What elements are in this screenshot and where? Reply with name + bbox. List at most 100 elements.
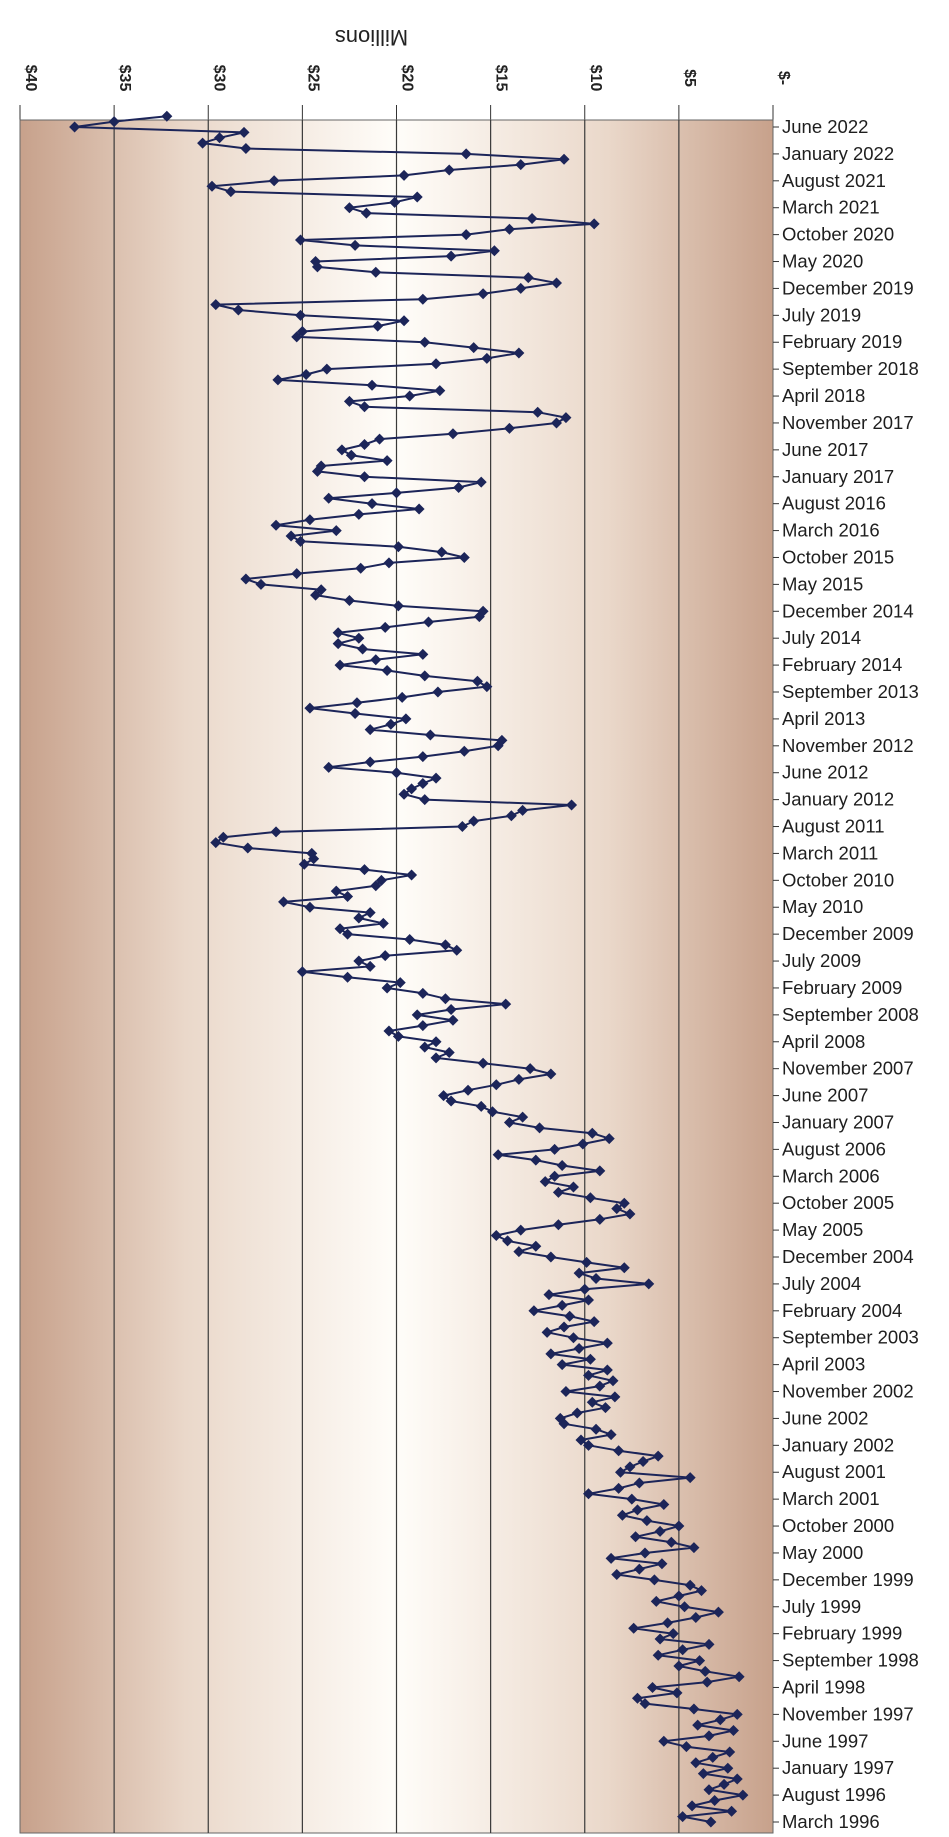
data-point	[353, 508, 365, 520]
value-tick-label: $35	[116, 65, 133, 92]
data-point	[272, 374, 284, 386]
data-point	[432, 686, 444, 698]
data-point	[417, 777, 429, 789]
data-point	[419, 670, 431, 682]
data-point	[477, 1057, 489, 1069]
data-point	[372, 320, 384, 332]
data-point	[599, 1402, 611, 1414]
data-point	[458, 551, 470, 563]
data-point	[567, 1332, 579, 1344]
data-point	[583, 1369, 595, 1381]
data-point	[522, 272, 534, 284]
value-tick-label: $5	[681, 69, 698, 87]
data-point	[396, 691, 408, 703]
data-point	[551, 277, 563, 289]
data-point	[291, 568, 303, 580]
data-point	[381, 664, 393, 676]
data-point	[310, 256, 322, 268]
data-point	[488, 245, 500, 257]
data-point	[673, 1590, 685, 1602]
data-point	[210, 837, 222, 849]
time-tick-label: February 2004	[782, 1300, 902, 1321]
data-point	[560, 412, 572, 424]
data-point	[417, 648, 429, 660]
time-tick-label: May 2010	[782, 896, 863, 917]
data-point	[330, 885, 342, 897]
data-point	[551, 417, 563, 429]
data-point	[232, 304, 244, 316]
time-tick-label: March 2011	[782, 842, 878, 863]
data-point	[658, 1735, 670, 1747]
data-point	[240, 143, 252, 155]
data-point	[445, 1003, 457, 1015]
data-point	[543, 1289, 555, 1301]
data-point	[503, 422, 515, 434]
data-point	[539, 1176, 551, 1188]
data-point	[530, 1240, 542, 1252]
data-point	[616, 1509, 628, 1521]
data-point	[601, 1337, 613, 1349]
time-tick-label: February 2019	[782, 331, 902, 352]
time-tick-label: March 2001	[782, 1488, 880, 1509]
data-point	[492, 1149, 504, 1161]
data-point	[665, 1536, 677, 1548]
data-point	[671, 1687, 683, 1699]
data-point	[524, 1063, 536, 1075]
data-point	[641, 1515, 653, 1527]
data-point	[658, 1499, 670, 1511]
data-point	[648, 1574, 660, 1586]
data-point	[304, 702, 316, 714]
data-point	[304, 514, 316, 526]
data-point	[556, 1359, 568, 1371]
time-tick-label: August 2011	[782, 816, 885, 837]
series-line	[73, 115, 744, 1823]
data-point	[633, 1563, 645, 1575]
data-point	[496, 734, 508, 746]
time-tick-label: June 2007	[782, 1085, 868, 1106]
data-point	[588, 1316, 600, 1328]
data-point	[445, 250, 457, 262]
data-point	[255, 578, 267, 590]
data-point	[680, 1741, 692, 1753]
data-point	[487, 1106, 499, 1118]
value-tick-label: $-	[775, 71, 792, 85]
time-tick-label: October 2010	[782, 869, 894, 890]
data-point	[579, 1283, 591, 1295]
data-point	[705, 1816, 717, 1828]
time-tick-label: December 2004	[782, 1246, 914, 1267]
data-point	[534, 1122, 546, 1134]
data-point	[392, 600, 404, 612]
data-point	[583, 1294, 595, 1306]
data-point	[586, 1127, 598, 1139]
data-point	[364, 756, 376, 768]
data-point	[270, 826, 282, 838]
data-point	[552, 1186, 564, 1198]
data-point	[406, 783, 418, 795]
data-point	[439, 993, 451, 1005]
data-point	[323, 761, 335, 773]
time-tick-label: May 2000	[782, 1542, 863, 1563]
time-tick-label: April 2013	[782, 708, 865, 729]
time-tick-label: June 2022	[782, 116, 868, 137]
data-point	[703, 1784, 715, 1796]
data-point	[573, 1342, 585, 1354]
data-point	[439, 939, 451, 951]
data-point	[400, 713, 412, 725]
data-point	[210, 299, 222, 311]
time-tick-label: June 1997	[782, 1730, 868, 1751]
data-point	[513, 1073, 525, 1085]
data-point	[394, 977, 406, 989]
data-point	[500, 998, 512, 1010]
data-point	[342, 890, 354, 902]
time-tick-label: March 2016	[782, 520, 880, 541]
data-point	[688, 1542, 700, 1554]
data-point	[456, 821, 468, 833]
data-point	[349, 708, 361, 720]
data-point	[332, 638, 344, 650]
data-point	[633, 1477, 645, 1489]
data-point	[443, 1047, 455, 1059]
data-point	[358, 438, 370, 450]
data-point	[690, 1612, 702, 1624]
data-point	[366, 498, 378, 510]
data-point	[460, 229, 472, 241]
